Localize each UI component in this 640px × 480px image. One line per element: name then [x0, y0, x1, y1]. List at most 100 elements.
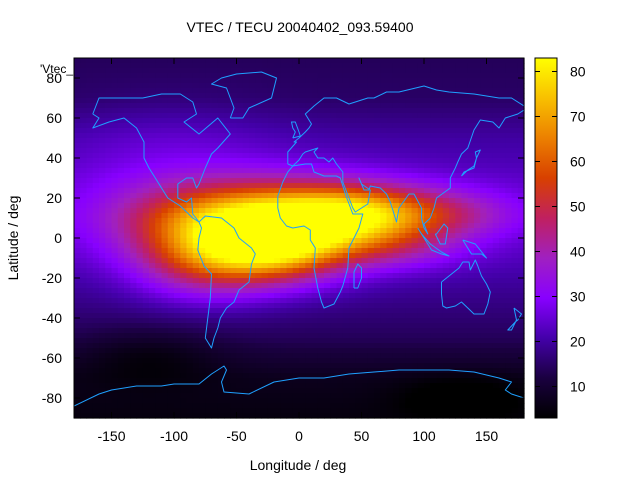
heatmap-cell [117, 258, 125, 264]
heatmap-cell [105, 358, 113, 364]
heatmap-cell [80, 73, 88, 79]
heatmap-cell [461, 218, 469, 224]
heatmap-cell [430, 288, 438, 294]
heatmap-cell [167, 233, 175, 239]
heatmap-cell [492, 228, 500, 234]
heatmap-cell [367, 148, 375, 154]
heatmap-cell [186, 178, 194, 184]
heatmap-cell [449, 368, 456, 374]
heatmap-cell [236, 303, 244, 309]
heatmap-cell [111, 328, 119, 334]
heatmap-cell [261, 323, 269, 329]
heatmap-cell [267, 363, 275, 369]
heatmap-cell [374, 248, 381, 254]
heatmap-cell [211, 213, 219, 219]
heatmap-cell [399, 83, 406, 89]
heatmap-cell [130, 398, 138, 404]
heatmap-cell [99, 258, 106, 264]
heatmap-cell [430, 73, 438, 79]
heatmap-cell [411, 303, 419, 309]
heatmap-cell [142, 128, 150, 134]
heatmap-cell [267, 338, 275, 344]
heatmap-cell [305, 343, 313, 349]
heatmap-cell [155, 278, 163, 284]
heatmap-cell [174, 253, 181, 259]
heatmap-cell [136, 168, 144, 174]
heatmap-cell [474, 273, 481, 279]
heatmap-cell [186, 98, 194, 104]
heatmap-cell [92, 388, 100, 394]
heatmap-cell [105, 293, 113, 299]
heatmap-cell [511, 138, 519, 144]
heatmap-cell [305, 83, 313, 89]
heatmap-cell [430, 198, 438, 204]
heatmap-cell [374, 298, 381, 304]
heatmap-cell [261, 273, 269, 279]
heatmap-cell [136, 358, 144, 364]
heatmap-cell [430, 93, 438, 99]
heatmap-cell [74, 383, 81, 389]
heatmap-cell [405, 233, 413, 239]
heatmap-cell [280, 223, 288, 229]
heatmap-cell [505, 393, 513, 399]
heatmap-cell [299, 153, 306, 159]
heatmap-cell [74, 193, 81, 199]
heatmap-cell [267, 358, 275, 364]
heatmap-cell [486, 258, 494, 264]
heatmap-cell [192, 398, 200, 404]
heatmap-cell [417, 268, 425, 274]
heatmap-cell [386, 228, 394, 234]
heatmap-cell [299, 263, 306, 269]
heatmap-cell [342, 258, 350, 264]
heatmap-cell [211, 323, 219, 329]
heatmap-cell [74, 228, 81, 234]
heatmap-cell [230, 303, 238, 309]
heatmap-cell [136, 88, 144, 94]
heatmap-cell [474, 143, 481, 149]
heatmap-cell [99, 263, 106, 269]
heatmap-cell [99, 273, 106, 279]
heatmap-cell [192, 243, 200, 249]
heatmap-cell [149, 223, 156, 229]
heatmap-cell [236, 73, 244, 79]
heatmap-cell [292, 358, 300, 364]
heatmap-cell [186, 128, 194, 134]
heatmap-cell [361, 298, 369, 304]
heatmap-cell [417, 318, 425, 324]
heatmap-cell [424, 253, 431, 259]
heatmap-cell [305, 88, 313, 94]
heatmap-cell [430, 108, 438, 114]
heatmap-cell [192, 153, 200, 159]
heatmap-cell [267, 333, 275, 339]
heatmap-cell [461, 73, 469, 79]
heatmap-cell [517, 163, 525, 169]
heatmap-cell [124, 298, 131, 304]
heatmap-cell [80, 113, 88, 119]
heatmap-cell [74, 258, 81, 264]
heatmap-cell [292, 188, 300, 194]
heatmap-cell [380, 303, 388, 309]
heatmap-cell [92, 253, 100, 259]
heatmap-cell [236, 193, 244, 199]
heatmap-cell [155, 293, 163, 299]
heatmap-cell [380, 108, 388, 114]
heatmap-cell [86, 118, 94, 124]
heatmap-cell [130, 288, 138, 294]
heatmap-cell [124, 293, 131, 299]
heatmap-cell [280, 293, 288, 299]
heatmap-cell [405, 98, 413, 104]
heatmap-cell [174, 218, 181, 224]
heatmap-cell [230, 233, 238, 239]
heatmap-cell [349, 253, 356, 259]
heatmap-cell [367, 313, 375, 319]
heatmap-cell [124, 263, 131, 269]
heatmap-cell [280, 58, 288, 64]
heatmap-cell [74, 253, 81, 259]
heatmap-cell [436, 338, 444, 344]
heatmap-cell [324, 88, 331, 94]
heatmap-cell [80, 303, 88, 309]
heatmap-cell [230, 323, 238, 329]
heatmap-cell [411, 218, 419, 224]
heatmap-cell [167, 403, 175, 409]
heatmap-cell [80, 333, 88, 339]
